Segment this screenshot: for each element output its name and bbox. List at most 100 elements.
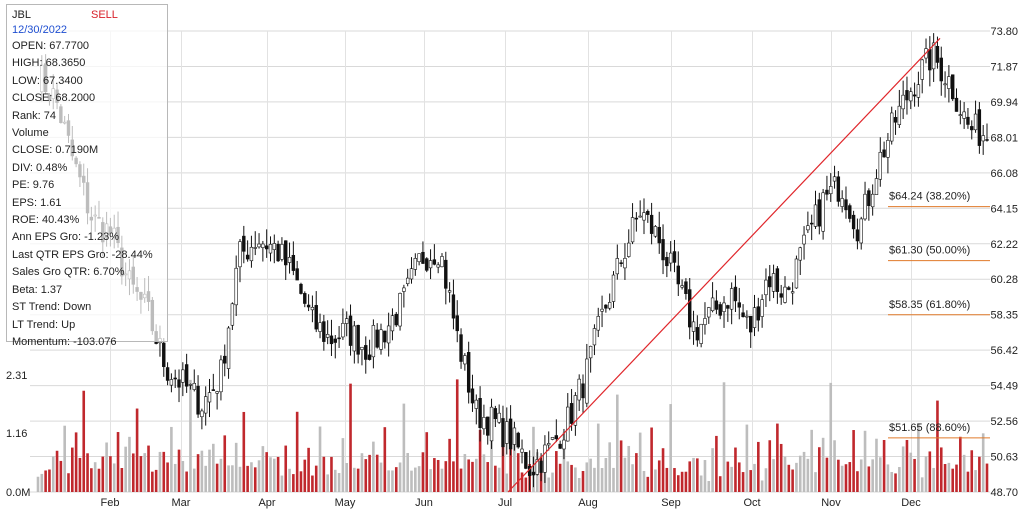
candle-body: [745, 315, 749, 318]
candle-body: [371, 325, 376, 358]
candle-body: [474, 399, 478, 409]
volume-bar: [562, 432, 566, 492]
volume-bar: [638, 432, 642, 492]
volume-bar: [455, 379, 459, 492]
volume-bar: [593, 467, 596, 492]
volume-bar: [120, 468, 124, 492]
candle-body: [554, 435, 559, 440]
candle-body: [447, 290, 452, 293]
volume-bar: [463, 454, 467, 492]
info-row: Beta: 1.37: [12, 283, 63, 296]
volume-bar: [856, 471, 859, 492]
candle-body: [531, 471, 536, 476]
candle-body: [280, 244, 284, 260]
volume-bar: [783, 456, 787, 492]
candle-body: [234, 267, 238, 306]
volume-bar: [516, 453, 520, 492]
volume-bar: [753, 463, 756, 492]
volume-bar: [821, 437, 825, 492]
volume-bar: [920, 477, 924, 492]
candle-body: [985, 139, 989, 141]
volume-bar: [90, 468, 93, 492]
candle-body: [577, 378, 581, 401]
candle-body: [318, 322, 322, 332]
price-tick-label: 50.63: [990, 452, 1018, 464]
volume-bar: [494, 465, 497, 492]
volume-bar: [585, 462, 589, 492]
volume-bar: [574, 467, 577, 492]
candle-body: [268, 243, 273, 254]
volume-bar: [490, 418, 493, 492]
volume-bar: [882, 440, 886, 492]
candle-body: [421, 251, 425, 264]
candle-body: [596, 316, 600, 331]
candle-body: [901, 94, 905, 110]
volume-bar: [749, 470, 753, 492]
price-tick-label: 52.56: [990, 416, 1018, 428]
volume-bar: [886, 464, 890, 492]
volume-bar: [814, 472, 817, 492]
volume-bar: [101, 456, 105, 492]
candle-body: [585, 358, 589, 404]
candle-body: [909, 91, 913, 102]
candle-body: [337, 337, 341, 340]
volume-bar: [189, 379, 192, 492]
volume-bar: [917, 423, 920, 492]
volume-bar: [482, 454, 486, 492]
candle-body: [947, 76, 951, 89]
volume-bar: [947, 462, 951, 492]
volume-bar: [387, 470, 390, 492]
volume-bar: [909, 452, 913, 492]
volume-bar: [276, 456, 280, 492]
price-tick-label: 64.15: [990, 203, 1018, 215]
fib-label: $58.35 (61.80%): [889, 299, 970, 311]
volume-bar: [623, 457, 627, 492]
candle-body: [207, 392, 212, 403]
candle-body: [798, 247, 802, 261]
candle-body: [539, 460, 543, 473]
candle-body: [882, 149, 886, 158]
volume-bar: [253, 467, 257, 492]
candle-body: [162, 342, 166, 367]
volume-bar: [513, 440, 516, 492]
price-tick-label: 56.42: [990, 345, 1018, 357]
candle-body: [478, 398, 482, 429]
candle-body: [329, 335, 334, 345]
candle-body: [219, 359, 223, 393]
candle-body: [402, 287, 406, 292]
candle-body: [463, 355, 467, 365]
candle-body: [844, 199, 848, 211]
candle-body: [341, 323, 345, 338]
candle-body: [188, 384, 193, 386]
volume-bar: [806, 458, 810, 492]
volume-bar: [337, 472, 341, 492]
volume-bar: [577, 478, 581, 492]
candle-body: [314, 305, 318, 330]
volume-bar: [985, 463, 989, 492]
month-label: Jul: [498, 497, 512, 509]
candle-body: [749, 315, 753, 333]
candle-body: [783, 286, 787, 303]
candle-body: [962, 111, 966, 119]
candle-body: [592, 328, 597, 346]
info-rows: OPEN: 67.7700 HIGH: 68.3650 LOW: 67.3400 CL…: [12, 38, 167, 351]
volume-bar: [863, 430, 867, 492]
candle-body: [920, 59, 924, 80]
volume-bar: [345, 463, 349, 492]
volume-bar: [974, 470, 977, 492]
candle-body: [916, 84, 921, 98]
volume-bar: [600, 468, 604, 492]
candle-body: [634, 217, 639, 220]
volume-bar: [635, 453, 638, 492]
price-tick-label: 73.80: [990, 26, 1018, 38]
volume-bar: [676, 475, 680, 492]
candle-body: [497, 412, 501, 423]
volume-bar: [406, 452, 409, 492]
info-row: ROE: 40.43%: [12, 214, 80, 227]
candle-body: [295, 268, 299, 281]
price-tick-label: 71.87: [990, 61, 1018, 73]
candle-body: [360, 346, 364, 350]
trend-line: [507, 37, 941, 493]
volume-bar: [772, 459, 775, 492]
